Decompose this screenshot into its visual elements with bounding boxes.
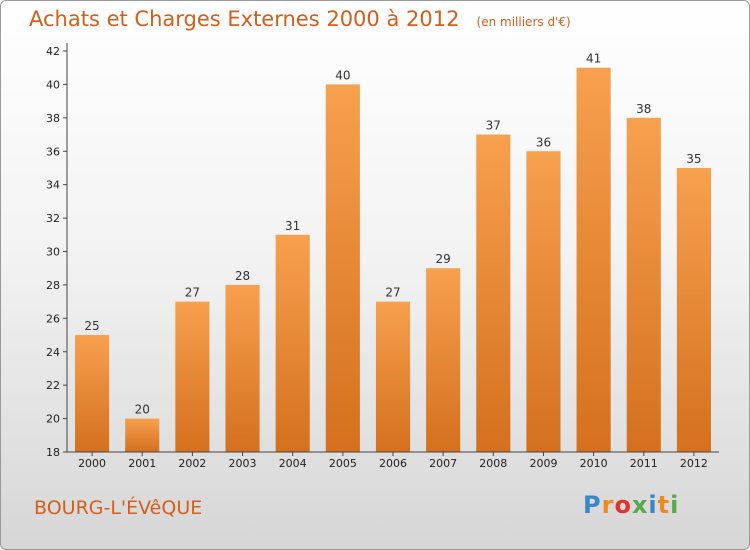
- axes-group: 2000 2001 2002 2003 2004 2005 2006 2007 2008 2009…: [46, 43, 719, 470]
- x-tick-label: 2007: [429, 457, 457, 470]
- bar-2005: [325, 84, 360, 453]
- x-tick-label: 2008: [479, 457, 507, 470]
- proxiti-logo: Proxiti: [583, 491, 679, 519]
- x-tick-label: 2012: [680, 457, 708, 470]
- bar-value-label: 27: [385, 286, 400, 300]
- bar-2009: [526, 151, 561, 452]
- y-tick-label: 32: [46, 212, 60, 225]
- logo-letter: i: [648, 491, 658, 519]
- x-tick-label: 2011: [630, 457, 658, 470]
- x-tick-label: 2001: [128, 457, 156, 470]
- bar-value-label: 28: [235, 269, 250, 283]
- logo-letter: o: [614, 491, 632, 519]
- bar-value-label: 40: [335, 68, 350, 82]
- logo-letter: x: [631, 491, 649, 519]
- bar-2006: [375, 301, 411, 452]
- y-tick-label: 38: [46, 112, 60, 125]
- bar-value-label: 38: [636, 102, 651, 116]
- bar-value-label: 35: [686, 152, 701, 166]
- y-tick-label: 26: [46, 312, 60, 325]
- y-tick-label: 18: [46, 446, 60, 459]
- chart-title-unit: (en milliers d'€): [476, 15, 571, 29]
- bar-2008: [476, 134, 511, 452]
- y-tick-label: 36: [46, 145, 60, 158]
- x-tick-label: 2002: [178, 457, 206, 470]
- y-tick-label: 30: [46, 246, 60, 259]
- bar-2000: [75, 335, 110, 452]
- bar-2002: [175, 301, 210, 452]
- bar-value-label: 29: [436, 252, 451, 266]
- y-tick-label: 22: [46, 379, 60, 392]
- x-tick-label: 2000: [78, 457, 106, 470]
- chart-title-main: Achats et Charges Externes 2000 à 2012: [29, 7, 460, 31]
- bar-value-label: 37: [486, 119, 501, 133]
- y-tick-label: 28: [46, 279, 60, 292]
- x-tick-label: 2010: [580, 457, 608, 470]
- bar-2010: [576, 67, 611, 452]
- bar-2003: [225, 284, 260, 452]
- logo-letter: P: [583, 491, 602, 519]
- x-tick-label: 2006: [379, 457, 407, 470]
- bar-2004: [275, 234, 310, 452]
- y-tick-label: 42: [46, 45, 60, 58]
- town-name: BOURG-L'ÉVêQUE: [34, 497, 203, 519]
- x-tick-label: 2005: [329, 457, 357, 470]
- bar-value-label: 41: [586, 52, 601, 66]
- x-tick-label: 2009: [529, 457, 557, 470]
- logo-letter: i: [670, 491, 680, 519]
- bar-2007: [426, 268, 461, 452]
- bar-2001: [125, 418, 160, 452]
- bar-2011: [626, 117, 661, 452]
- x-tick-label: 2004: [279, 457, 307, 470]
- y-tick-label: 24: [46, 346, 60, 359]
- bar-value-label: 36: [536, 135, 551, 149]
- y-tick-label: 40: [46, 78, 60, 91]
- bar-value-label: 20: [135, 403, 150, 417]
- logo-letter: r: [601, 491, 615, 519]
- bar-value-label: 25: [84, 319, 99, 333]
- bar-value-label: 27: [185, 286, 200, 300]
- bars-group: 25 20 27 28 31 40 27 29 37 36 41 38 35: [75, 52, 711, 453]
- logo-letter: t: [657, 491, 671, 519]
- bar-2012: [676, 167, 711, 453]
- x-tick-label: 2003: [229, 457, 257, 470]
- chart-title: Achats et Charges Externes 2000 à 2012 (…: [29, 7, 571, 31]
- y-tick-label: 20: [46, 413, 60, 426]
- bar-value-label: 31: [285, 219, 300, 233]
- y-tick-label: 34: [46, 179, 60, 192]
